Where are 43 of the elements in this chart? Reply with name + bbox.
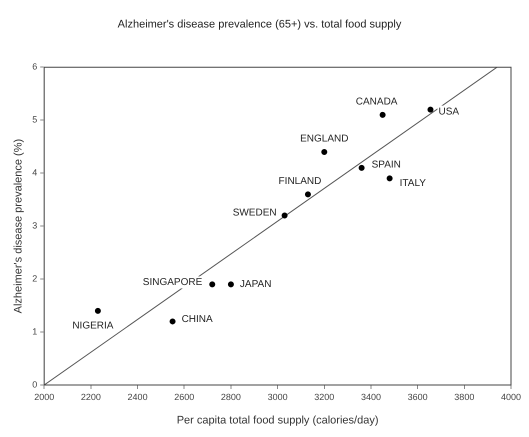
- y-tick-label: 4: [32, 168, 38, 178]
- annotation: NIGERIA: [72, 320, 114, 332]
- annotation: SWEDEN: [232, 207, 277, 218]
- point: [94, 308, 101, 314]
- point: [282, 212, 288, 219]
- point: [170, 318, 176, 324]
- point: [427, 106, 434, 113]
- x-tick-label: 2000: [34, 392, 54, 402]
- y-tick-label: 2: [32, 274, 38, 284]
- y-tick-label: 3: [32, 220, 38, 231]
- annotation: CHINA: [182, 314, 214, 326]
- point: [228, 281, 234, 288]
- annotation: ENGLAND: [300, 134, 348, 145]
- annotation: CANADA: [356, 96, 398, 108]
- y-tick-label: 6: [32, 62, 38, 72]
- x-tick-label: 2800: [220, 392, 241, 402]
- point: [358, 164, 365, 171]
- annotation: ITALY: [400, 178, 426, 190]
- x-tick-label: 2200: [80, 392, 101, 402]
- x-axis-title: Per capita total food supply (calories/day): [176, 414, 378, 426]
- x-tick-label: 2400: [128, 392, 148, 402]
- y-axis-title: Alzheimer's disease prevalence (%): [12, 138, 25, 314]
- point: [209, 281, 216, 288]
- annotation: SPAIN: [372, 160, 401, 171]
- annotation: USA: [438, 106, 460, 118]
- annotation: SINGAPORE: [142, 277, 203, 288]
- y-tick-label: 0: [32, 379, 38, 390]
- y-tick-label: 1: [32, 326, 38, 337]
- x-tick-label: 4000: [500, 392, 522, 402]
- annotation: FINLAND: [278, 176, 322, 188]
- x-tick-label: 3400: [360, 392, 381, 402]
- point: [380, 112, 386, 118]
- y-tick-label: 5: [32, 114, 38, 125]
- x-tick-label: 3600: [408, 392, 428, 402]
- x-tick-label: 3000: [268, 392, 288, 402]
- chart-title: Alzheimer's disease prevalence (65+) vs. total food supply: [118, 18, 402, 31]
- point: [386, 175, 393, 182]
- annotation: JAPAN: [240, 279, 272, 290]
- point: [304, 191, 311, 198]
- x-tick-label: 3200: [314, 392, 334, 402]
- x-tick-label: 2600: [174, 392, 194, 402]
- point: [321, 148, 328, 155]
- x-tick-label: 3800: [454, 392, 474, 402]
